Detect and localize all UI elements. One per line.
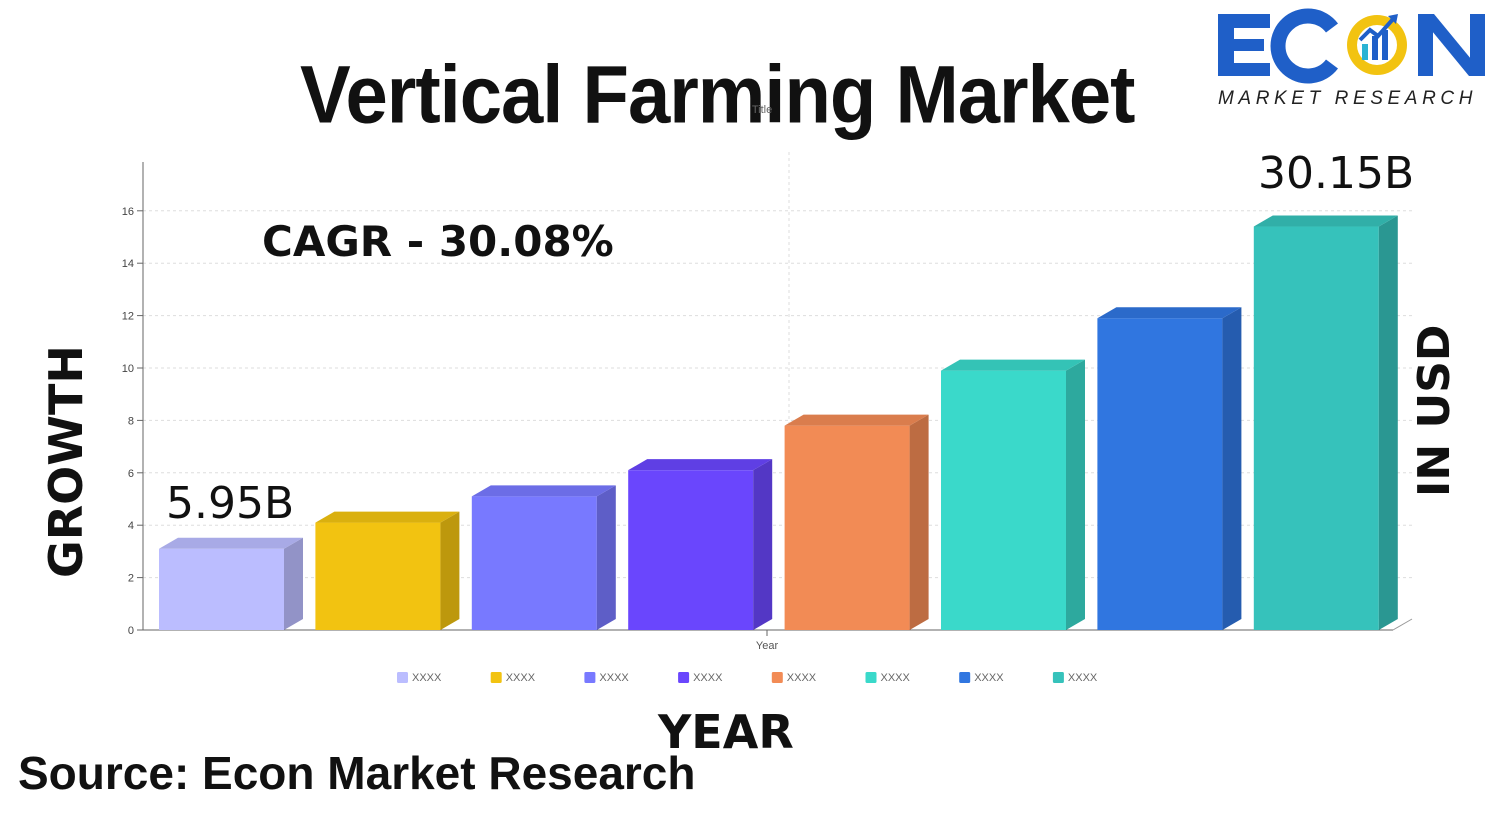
bar-top (628, 459, 773, 471)
legend-label: XXXX (412, 672, 442, 684)
legend-swatch (397, 672, 408, 683)
y-tick-label: 16 (122, 206, 134, 218)
page-title: Vertical Farming Market (300, 49, 1135, 141)
legend-item[interactable]: XXXX (959, 672, 1004, 684)
first-value-label: 5.95B (166, 478, 294, 529)
econ-logo: MARKET RESEARCH (1218, 8, 1485, 109)
bar-top (784, 414, 929, 426)
bar (784, 414, 929, 630)
legend-item[interactable]: XXXX (1052, 672, 1098, 684)
in-usd-axis-label: IN USD (1409, 325, 1460, 497)
bar (471, 485, 616, 630)
logo-n-letter (1418, 14, 1485, 76)
legend-item[interactable]: XXXX (865, 672, 911, 684)
bar-side (440, 511, 460, 630)
legend-item[interactable]: XXXX (771, 672, 817, 684)
y-tick-label: 8 (128, 415, 134, 427)
x-axis-label: Year (756, 640, 779, 652)
y-tick-label: 12 (122, 311, 134, 323)
legend-swatch (490, 672, 502, 683)
legend-label: XXXX (693, 672, 723, 684)
x-axis-depth-line (1392, 618, 1413, 631)
bar-top (1097, 307, 1242, 319)
bar (315, 511, 460, 630)
chart-title-placeholder: Title (752, 104, 772, 116)
bar-side (1378, 215, 1398, 630)
legend-swatch (584, 672, 596, 683)
legend-item[interactable]: XXXX (678, 672, 723, 684)
bar-front (941, 370, 1066, 630)
bar-top (315, 511, 460, 523)
legend-label: XXXX (506, 672, 536, 684)
bar-front (471, 496, 597, 630)
year-axis-label: YEAR (657, 705, 794, 759)
legend: XXXX XXXX XXXX XXXX XXXX XXXX XXXX XXXX (397, 672, 1098, 684)
y-tick-label: 4 (128, 520, 134, 532)
bar (941, 359, 1085, 630)
bar-top (471, 485, 616, 497)
legend-label: XXXX (1068, 672, 1098, 684)
growth-axis-label: GROWTH (39, 345, 93, 578)
logo-chart-icon (1347, 14, 1407, 75)
logo-subtitle: MARKET RESEARCH (1218, 88, 1477, 109)
y-tick-label: 6 (128, 468, 134, 480)
y-tick-label: 0 (128, 625, 134, 637)
cagr-label: CAGR - 30.08% (262, 217, 614, 266)
bar-side (1066, 359, 1085, 630)
bar-front (315, 522, 441, 630)
legend-label: XXXX (599, 672, 629, 684)
y-tick-label: 14 (122, 258, 134, 270)
bar-side (596, 485, 616, 630)
y-tick-label: 2 (128, 573, 134, 585)
bar-front (784, 425, 910, 630)
legend-label: XXXX (974, 672, 1004, 684)
legend-swatch (771, 672, 783, 683)
bar-front (1097, 318, 1223, 630)
logo-c-letter (1270, 8, 1338, 84)
bar-front (1253, 226, 1379, 630)
last-value-label: 30.15B (1258, 148, 1414, 199)
bar (159, 537, 303, 630)
y-tick-label: 10 (122, 363, 134, 375)
legend-swatch (865, 672, 877, 683)
legend-label: XXXX (787, 672, 817, 684)
legend-item[interactable]: XXXX (490, 672, 536, 684)
bar (1097, 307, 1242, 630)
legend-swatch (678, 672, 690, 683)
bar-side (1222, 307, 1242, 630)
bars (159, 215, 1398, 630)
legend-swatch (1052, 672, 1064, 683)
legend-item[interactable]: XXXX (584, 672, 629, 684)
bar-side (753, 459, 773, 630)
bar-front (159, 548, 284, 630)
bar-front (628, 470, 754, 630)
bar-top (159, 537, 303, 549)
bar-side (284, 537, 303, 630)
bar (1253, 215, 1398, 630)
legend-item[interactable]: XXXX (397, 672, 442, 684)
bar-top (1253, 215, 1398, 227)
logo-e-letter (1218, 14, 1270, 76)
legend-swatch (959, 672, 971, 683)
legend-label: XXXX (881, 672, 911, 684)
bar-side (909, 414, 929, 630)
bar (628, 459, 773, 630)
bar-top (941, 359, 1085, 371)
source-caption: Source: Econ Market Research (18, 747, 696, 799)
